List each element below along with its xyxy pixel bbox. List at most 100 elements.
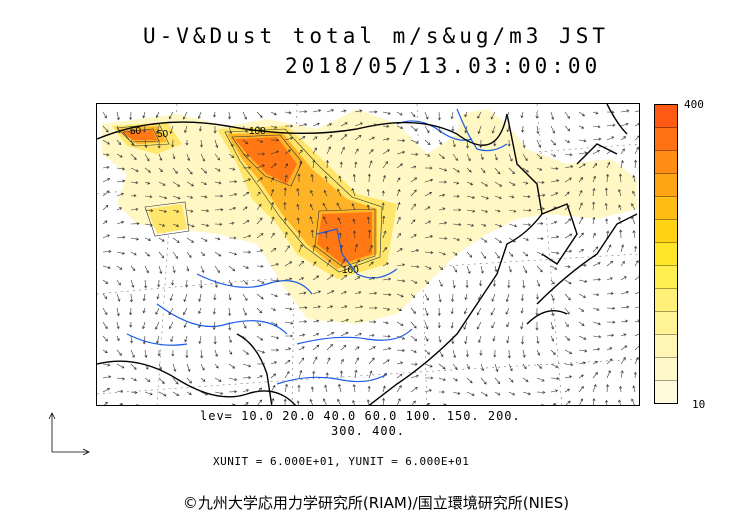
contour-label: 160	[342, 265, 359, 276]
wind-arrow	[633, 371, 637, 379]
wind-arrow	[634, 122, 639, 127]
wind-arrow	[144, 363, 149, 370]
wind-arrow	[550, 125, 555, 134]
wind-arrow	[578, 361, 587, 365]
wind-arrow	[368, 291, 378, 295]
wind-arrow	[157, 349, 161, 357]
wind-arrow	[410, 234, 417, 239]
wind-arrow	[564, 293, 571, 301]
wind-arrow	[256, 362, 266, 366]
wind-arrow	[493, 139, 497, 147]
wind-arrow	[102, 321, 108, 330]
wind-arrow	[228, 180, 238, 184]
wind-arrow	[494, 209, 501, 213]
wind-arrow	[451, 293, 455, 303]
wind-arrow	[368, 320, 377, 324]
wind-arrow	[550, 235, 560, 239]
wind-arrow	[564, 279, 572, 285]
wind-arrow	[298, 346, 305, 351]
wind-arrow	[494, 181, 503, 187]
wind-arrow	[186, 153, 191, 162]
wind-arrow	[564, 153, 573, 157]
wind-arrow	[476, 307, 482, 316]
wind-arrow	[129, 125, 133, 133]
wind-arrow	[452, 279, 456, 289]
wind-arrow	[634, 159, 638, 169]
wind-arrow	[619, 385, 623, 393]
wind-arrow	[463, 321, 468, 330]
wind-arrow	[285, 334, 294, 338]
wind-arrow	[426, 403, 431, 405]
wind-arrow	[492, 335, 496, 342]
wind-arrow	[130, 349, 135, 358]
wind-arrow	[410, 249, 420, 253]
wind-arrow	[129, 111, 133, 121]
wind-arrow	[424, 250, 434, 255]
wind-arrow	[479, 279, 483, 287]
wind-arrow	[578, 279, 588, 283]
wind-arrow	[480, 251, 487, 259]
wind-arrow	[242, 279, 248, 285]
wind-arrow	[242, 139, 249, 145]
wind-arrow	[564, 265, 571, 269]
wind-arrow	[396, 111, 403, 116]
wind-arrow	[310, 174, 314, 183]
wind-arrow	[171, 349, 175, 357]
wind-arrow	[298, 160, 303, 169]
wind-arrow	[508, 223, 518, 228]
wind-arrow	[116, 235, 126, 239]
wind-arrow	[578, 349, 588, 353]
wind-arrow	[618, 399, 622, 405]
wind-arrow	[172, 167, 178, 174]
wind-arrow	[522, 237, 529, 241]
wind-arrow	[550, 111, 555, 120]
wind-arrow	[411, 400, 416, 405]
wind-arrow	[381, 202, 385, 211]
wind-arrow	[228, 153, 235, 158]
wind-arrow	[158, 195, 168, 200]
wind-arrow	[256, 321, 262, 327]
wind-arrow	[452, 153, 458, 161]
wind-arrow	[212, 321, 216, 331]
wind-arrow	[564, 191, 570, 197]
wind-arrow	[228, 207, 237, 211]
wind-arrow	[536, 236, 544, 241]
wind-arrow	[620, 122, 629, 127]
wind-arrow	[424, 166, 433, 170]
wind-arrow	[323, 216, 328, 225]
wind-arrow	[382, 277, 392, 281]
wind-arrow	[354, 243, 358, 253]
wind-arrow	[466, 167, 472, 173]
wind-arrow	[228, 335, 232, 344]
wind-arrow	[351, 203, 356, 211]
wind-arrow	[354, 148, 359, 155]
wind-arrow	[620, 148, 625, 155]
wind-arrow	[171, 279, 175, 286]
wind-arrow	[550, 139, 556, 146]
wind-arrow	[157, 279, 161, 288]
wind-arrow	[169, 293, 174, 302]
wind-arrow	[130, 222, 140, 226]
wind-arrow	[632, 174, 636, 183]
wind-arrow	[508, 377, 514, 383]
wind-arrow	[382, 307, 391, 311]
wind-arrow	[396, 138, 406, 143]
wind-arrow	[186, 391, 192, 395]
wind-arrow	[116, 349, 122, 356]
wind-arrow	[368, 160, 373, 169]
wind-arrow	[312, 344, 320, 351]
wind-arrow	[424, 125, 430, 134]
colorbar-segment	[655, 105, 677, 128]
wind-arrow	[631, 398, 635, 405]
wind-arrow	[579, 398, 584, 405]
wind-arrow	[592, 347, 601, 351]
wind-arrow	[116, 389, 124, 393]
wind-arrow	[634, 135, 639, 141]
wind-arrow	[324, 230, 328, 239]
wind-arrow	[564, 349, 573, 355]
wind-arrow	[592, 150, 601, 155]
wind-arrow	[578, 263, 587, 267]
wind-arrow	[424, 265, 432, 270]
wind-arrow	[198, 125, 202, 132]
wind-arrow	[606, 347, 613, 351]
